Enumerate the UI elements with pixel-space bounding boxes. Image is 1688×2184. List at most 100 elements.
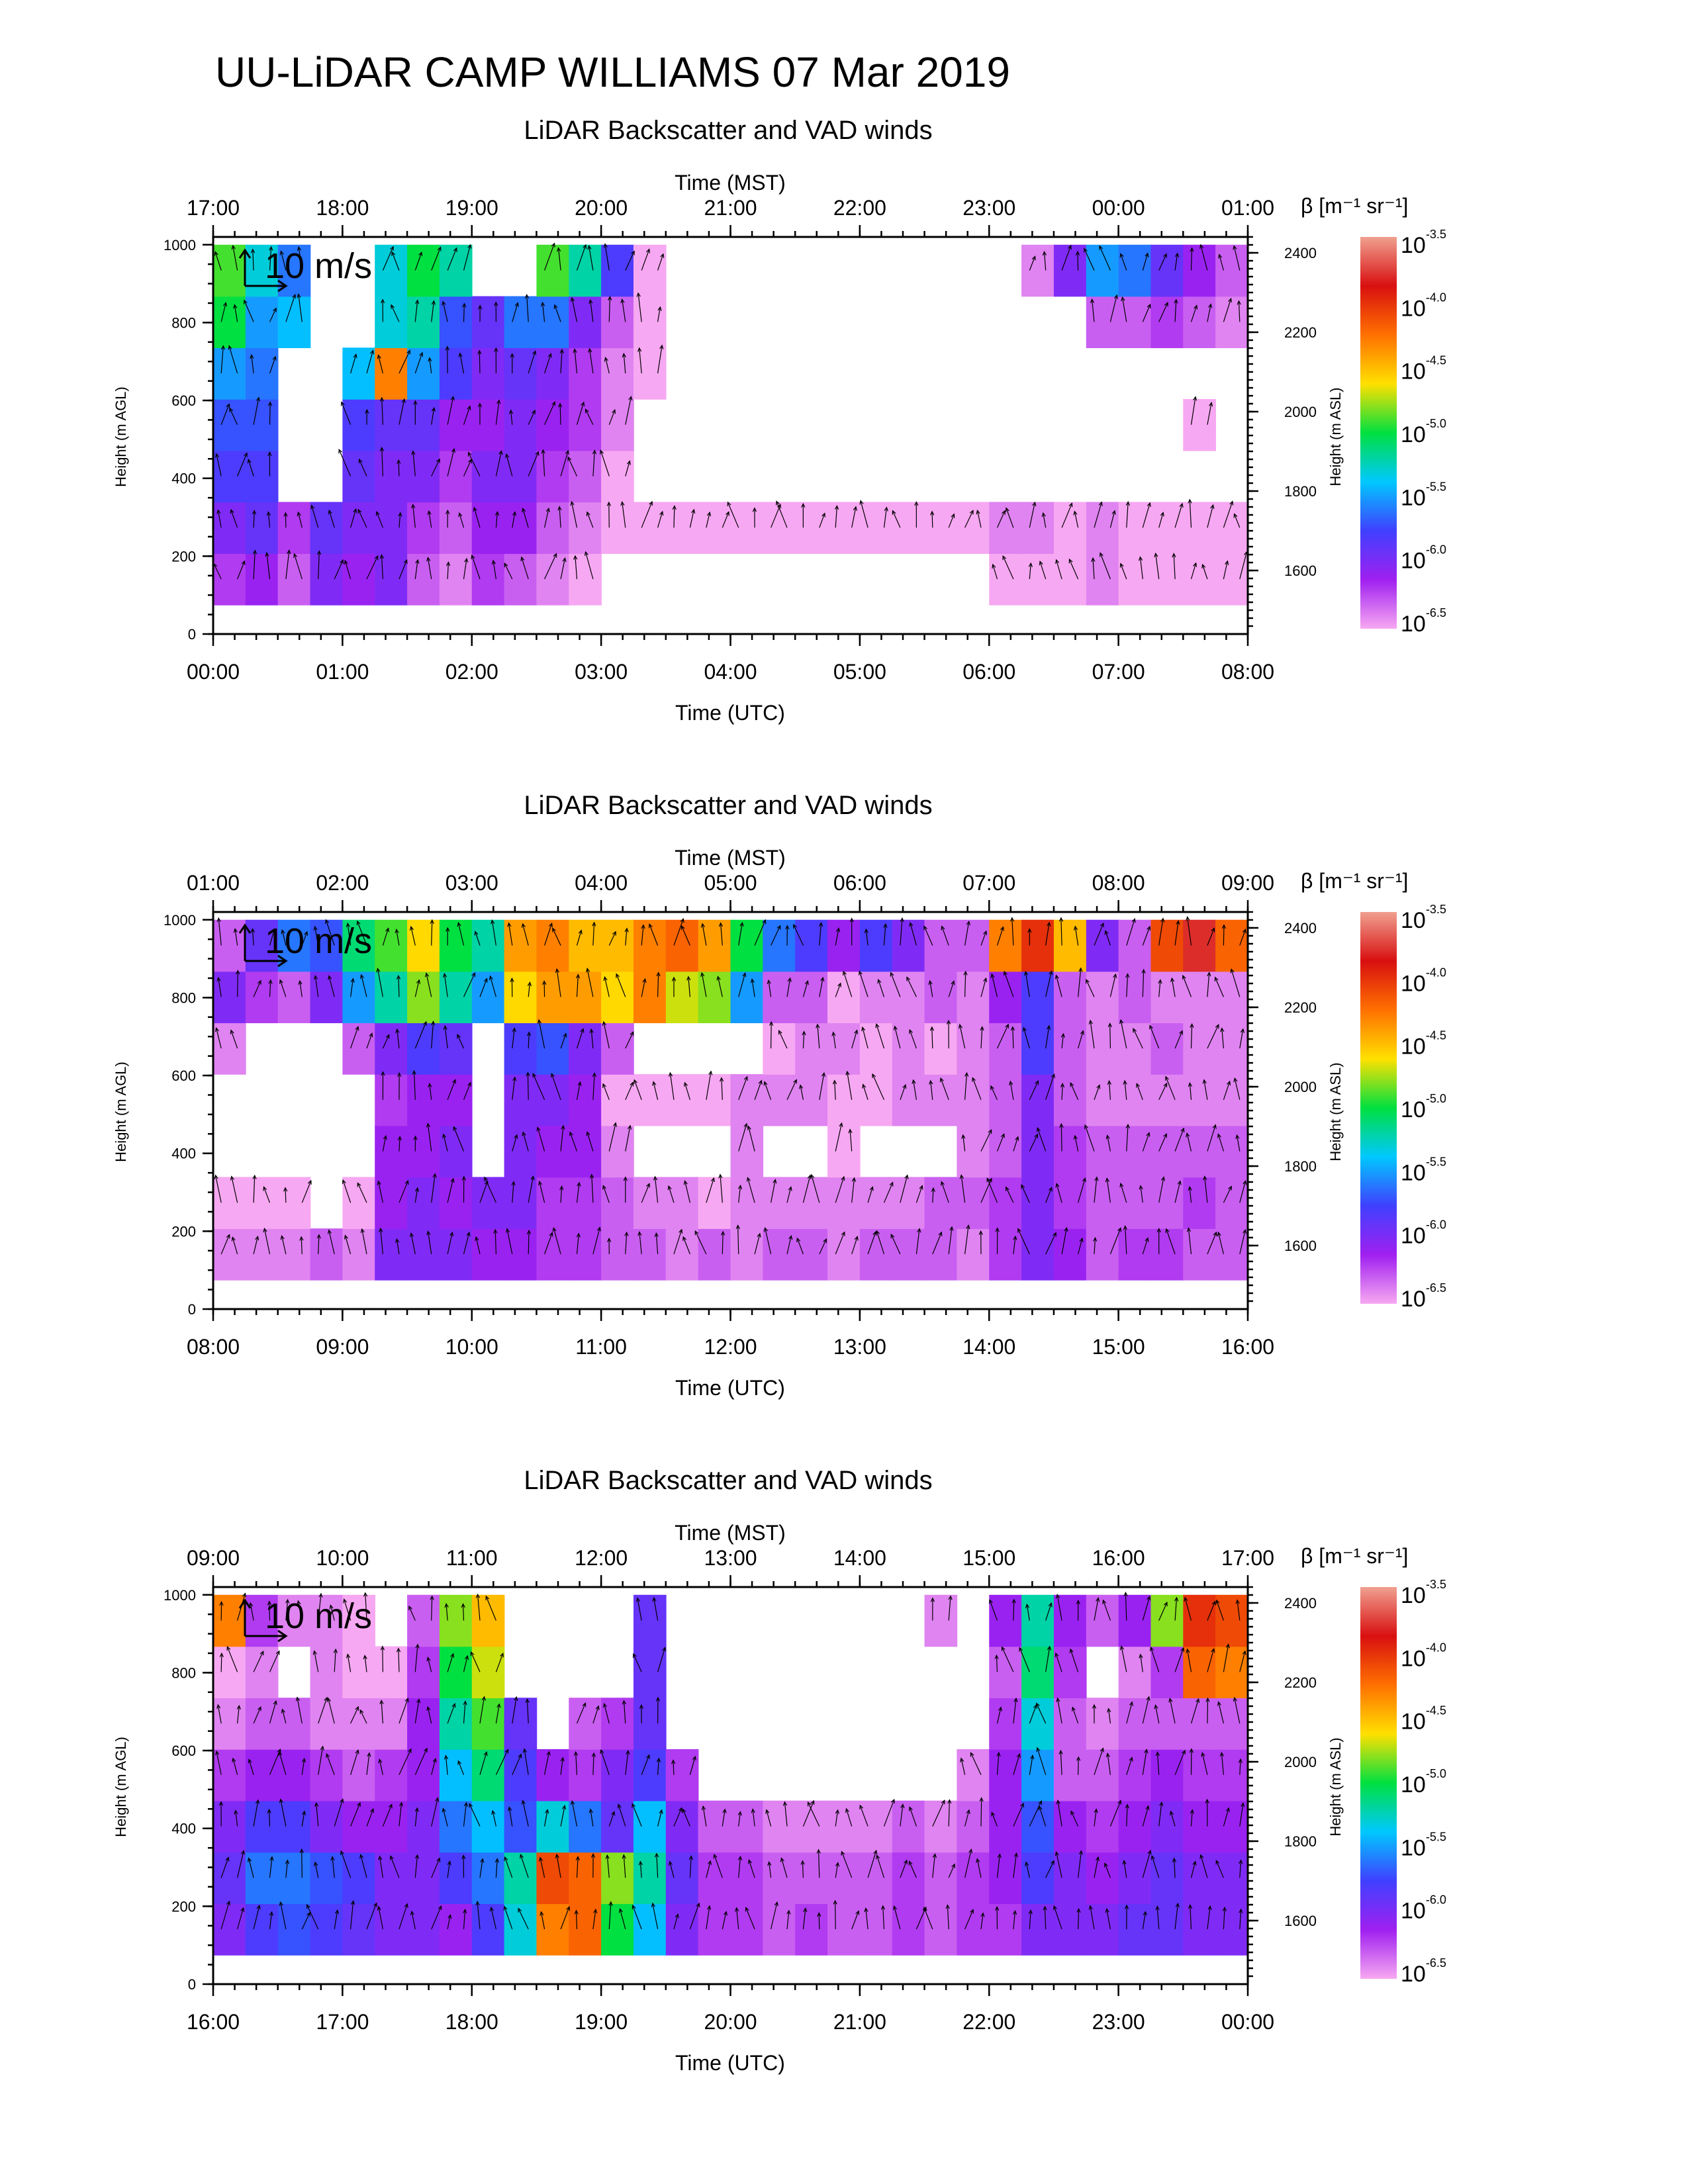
wind-arrow-head <box>312 1650 317 1655</box>
wind-arrow-head <box>287 549 291 555</box>
wind-arrow <box>253 550 256 580</box>
wind-arrow <box>399 512 401 528</box>
wind-arrow-head <box>1107 1023 1112 1028</box>
heatmap-cell <box>245 553 279 606</box>
heatmap-cell <box>859 1228 893 1281</box>
heatmap-cell <box>665 1073 699 1126</box>
wind-arrow-head <box>338 449 343 454</box>
wind-arrow-head <box>268 979 273 984</box>
heatmap-cell <box>957 1073 990 1126</box>
heatmap-cell <box>957 919 990 972</box>
wind-arrow-head <box>1176 920 1180 925</box>
heatmap-cell <box>1021 1646 1055 1699</box>
wind-arrow-head <box>559 1185 564 1191</box>
wind-arrow-head <box>514 1696 518 1702</box>
heatmap-cell <box>439 1646 473 1699</box>
heatmap-cell <box>569 1073 602 1126</box>
wind-arrow-head <box>1059 1122 1064 1128</box>
wind-arrow-head <box>535 451 539 456</box>
wind-arrow <box>751 979 755 997</box>
heatmap-cell <box>665 1852 699 1904</box>
wind-arrow <box>1223 1186 1232 1203</box>
wind-arrow-head <box>413 1135 418 1140</box>
heatmap-cell <box>1183 1698 1216 1750</box>
wind-arrow <box>1207 1124 1216 1152</box>
heatmap-cell <box>989 1228 1022 1281</box>
wind-arrow-head <box>739 921 744 927</box>
wind-arrow-head <box>659 510 664 516</box>
wind-arrow <box>521 557 529 580</box>
wind-arrow <box>1207 1601 1216 1621</box>
wind-arrow <box>442 301 448 322</box>
y-axis-right-ticks <box>1248 1586 1258 1978</box>
wind-arrow-head <box>518 1753 522 1758</box>
wind-arrow-head <box>1117 1227 1121 1232</box>
y-tick-label-left: 200 <box>171 548 196 565</box>
y-axis-left-ticks <box>203 244 213 635</box>
heatmap-cell <box>1118 1594 1152 1647</box>
wind-arrow-head <box>1119 563 1124 568</box>
wind-arrow-head <box>1136 1083 1141 1088</box>
wind-arrow <box>780 1858 788 1878</box>
wind-arrow <box>1200 1854 1208 1878</box>
wind-arrow <box>397 1029 400 1049</box>
wind-arrow <box>470 1651 481 1672</box>
wind-arrow <box>1070 1811 1079 1827</box>
heatmap-cell <box>665 1800 699 1853</box>
wind-arrow <box>900 1804 904 1827</box>
wind-arrow <box>656 1853 659 1878</box>
x-tick-label-bottom: 20:00 <box>704 2010 757 2034</box>
wind-arrow-head <box>1174 298 1178 304</box>
heatmap-cell <box>277 553 311 606</box>
wind-arrow <box>776 501 788 528</box>
wind-arrow <box>463 559 467 580</box>
wind-arrow <box>941 926 949 946</box>
wind-arrow-head <box>1105 1134 1110 1140</box>
heatmap-cell <box>277 502 311 554</box>
wind-arrow-head <box>463 1700 467 1706</box>
wind-arrow <box>1099 246 1111 271</box>
y-axis-label-right: Height (m ASL) <box>1327 387 1344 486</box>
wind-arrow-head <box>521 923 526 928</box>
colorbar-tick-exponent: -4.0 <box>1426 291 1446 304</box>
wind-arrow-head <box>424 1747 428 1752</box>
heatmap-cell <box>310 971 344 1024</box>
wind-arrow-head <box>1048 1187 1053 1192</box>
wind-arrow-head <box>799 1084 804 1089</box>
wind-arrow-head <box>591 1752 596 1757</box>
wind-arrow-head <box>930 1597 935 1602</box>
wind-arrow-head <box>269 1911 273 1916</box>
wind-arrow <box>491 1907 496 1930</box>
wind-arrow-head <box>378 1855 383 1860</box>
heatmap-cell <box>277 1852 311 1904</box>
heatmap-cell <box>569 971 602 1024</box>
wind-arrow-head <box>688 1855 694 1860</box>
wind-arrow-head <box>370 349 375 355</box>
wind-arrow-head <box>1165 1228 1170 1233</box>
wind-arrow <box>445 1604 448 1621</box>
wind-arrow <box>992 564 998 580</box>
wind-arrow-head <box>578 929 583 934</box>
heatmap-cell <box>1215 1646 1248 1699</box>
wind-arrow <box>508 923 513 946</box>
wind-arrow <box>1039 1806 1047 1827</box>
wind-arrow-head <box>1051 1860 1055 1865</box>
wind-arrow <box>334 1910 338 1930</box>
x-tick-label-bottom: 09:00 <box>316 1335 369 1359</box>
wind-arrow <box>802 1175 811 1203</box>
heatmap-cell <box>601 1903 634 1956</box>
x-tick-label-bottom: 17:00 <box>316 2010 369 2034</box>
colorbar-tick-label: 10-4.5 <box>1401 1704 1446 1735</box>
heatmap-cell <box>633 1698 667 1750</box>
heatmap-cell <box>827 1903 861 1956</box>
wind-arrow-head <box>1032 501 1037 507</box>
wind-arrow <box>592 1073 595 1100</box>
heatmap-cell <box>407 971 440 1024</box>
wind-arrow <box>344 1235 352 1255</box>
wind-arrow-head <box>496 399 501 404</box>
wind-arrow <box>602 1083 610 1101</box>
wind-arrow-head <box>841 1175 845 1181</box>
wind-arrow <box>281 1709 287 1724</box>
wind-arrow-head <box>359 974 365 979</box>
